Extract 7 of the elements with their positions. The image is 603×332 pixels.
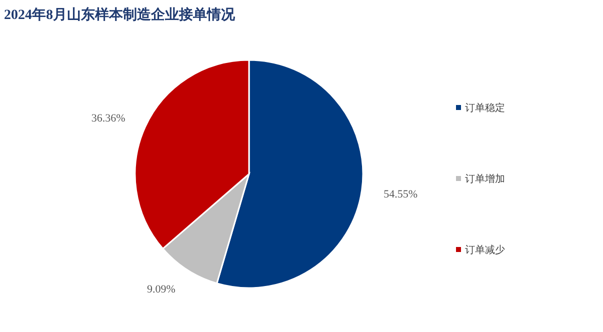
chart-title: 2024年8月山东样本制造企业接单情况 <box>4 6 236 23</box>
legend-label: 订单减少 <box>465 244 505 256</box>
legend-label: 订单稳定 <box>465 102 505 114</box>
data-label: 9.09% <box>147 283 176 296</box>
data-label: 36.36% <box>91 112 126 124</box>
legend-label: 订单增加 <box>465 173 505 185</box>
data-label: 54.55% <box>384 188 418 200</box>
